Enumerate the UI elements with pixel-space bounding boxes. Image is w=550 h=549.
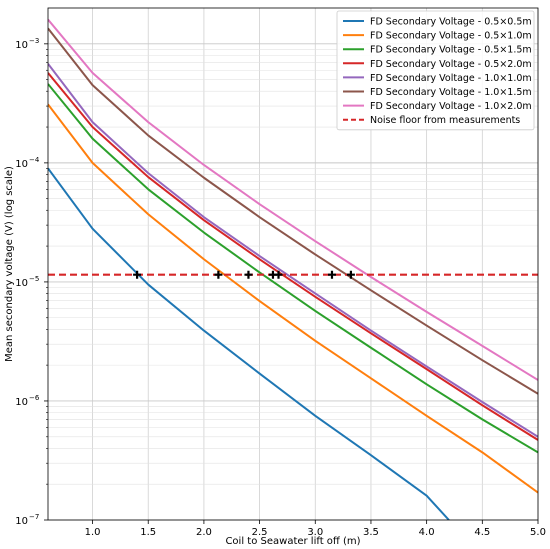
legend-label: FD Secondary Voltage - 1.0×1.0m xyxy=(370,73,532,84)
series-group xyxy=(48,18,538,520)
legend-label: FD Secondary Voltage - 0.5×2.0m xyxy=(370,59,532,70)
series-line-2 xyxy=(48,103,538,494)
intersection-marker xyxy=(133,270,142,279)
legend-label: Noise floor from measurements xyxy=(370,115,520,126)
y-tick-label: 10 xyxy=(15,159,28,170)
y-tick-exponent: −4 xyxy=(29,156,40,164)
series-line-7 xyxy=(48,18,538,381)
series-line-5 xyxy=(48,63,538,438)
y-tick-label: 10 xyxy=(15,278,28,289)
y-tick-exponent: −5 xyxy=(29,275,39,283)
y-tick-exponent: −6 xyxy=(29,394,40,402)
x-tick-label: 2.5 xyxy=(252,527,268,538)
intersection-markers xyxy=(133,270,355,279)
intersection-marker xyxy=(274,270,283,279)
x-tick-label: 5.0 xyxy=(530,527,546,538)
y-tick-exponent: −3 xyxy=(29,37,39,45)
intersection-marker xyxy=(346,270,355,279)
series-line-6 xyxy=(48,27,538,395)
legend-label: FD Secondary Voltage - 0.5×0.5m xyxy=(370,17,532,28)
y-tick-label: 10 xyxy=(15,516,28,527)
x-tick-label: 2.0 xyxy=(196,527,212,538)
legend-label: FD Secondary Voltage - 1.0×1.5m xyxy=(370,87,532,98)
legend: FD Secondary Voltage - 0.5×0.5m FD Second… xyxy=(336,10,535,131)
plot-frame xyxy=(47,7,539,521)
x-tick-label: 4.0 xyxy=(419,527,435,538)
series-line-1 xyxy=(48,167,450,520)
intersection-marker xyxy=(327,270,336,279)
x-tick-label: 4.5 xyxy=(474,527,490,538)
intersection-marker xyxy=(244,270,253,279)
x-tick-label: 3.0 xyxy=(307,527,323,538)
x-axis-label: Coil to Seawater lift off (m) xyxy=(225,536,360,547)
legend-label: FD Secondary Voltage - 0.5×1.5m xyxy=(370,45,532,56)
intersection-marker xyxy=(214,270,223,279)
axes: 1.0 1.5 2.0 2.5 3.0 3.5 4.0 4.5 5.010 −710 −610 −51… xyxy=(15,37,546,538)
legend-box xyxy=(336,10,535,131)
x-tick-label: 3.5 xyxy=(363,527,379,538)
y-tick-label: 10 xyxy=(15,40,28,51)
legend-label: FD Secondary Voltage - 1.0×2.0m xyxy=(370,101,532,112)
series-line-4 xyxy=(48,72,538,441)
series-line-3 xyxy=(48,83,538,454)
y-tick-exponent: −7 xyxy=(29,513,39,521)
x-tick-label: 1.5 xyxy=(140,527,156,538)
y-tick-label: 10 xyxy=(15,397,28,408)
y-axis-label: Mean secondary voltage (V) (log scale) xyxy=(4,166,15,362)
x-tick-label: 1.0 xyxy=(85,527,101,538)
legend-label: FD Secondary Voltage - 0.5×1.0m xyxy=(370,31,532,42)
